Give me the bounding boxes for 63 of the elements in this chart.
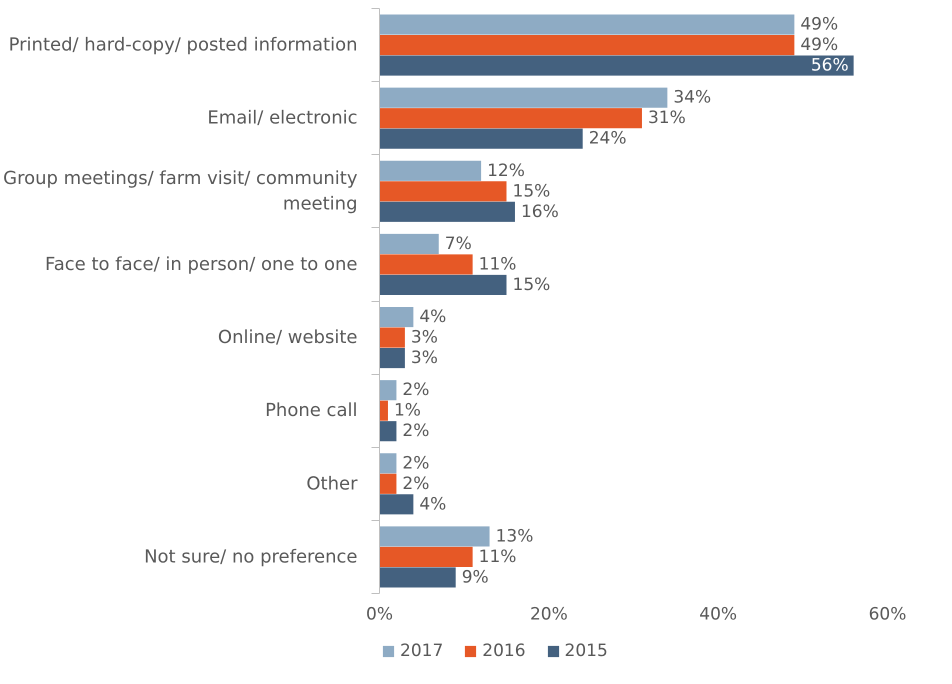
data-label: 49% bbox=[800, 14, 838, 35]
bar bbox=[380, 453, 396, 474]
bar bbox=[380, 274, 506, 295]
data-label: 2% bbox=[402, 380, 430, 400]
bar bbox=[380, 348, 405, 368]
x-tick-label: 20% bbox=[530, 604, 568, 624]
data-label: 13% bbox=[496, 526, 534, 546]
x-tick-label: 0% bbox=[366, 604, 393, 624]
y-tick-label: Group meetings/ farm visit/ community meeting bbox=[3, 168, 358, 214]
legend-label: 2016 bbox=[482, 641, 526, 661]
data-label: 31% bbox=[648, 108, 686, 128]
data-label: 4% bbox=[419, 494, 446, 514]
y-tick-label: Other bbox=[306, 473, 358, 494]
bar bbox=[380, 380, 396, 400]
bar bbox=[380, 567, 456, 588]
bar bbox=[380, 128, 583, 149]
bar bbox=[380, 421, 396, 442]
bar bbox=[380, 546, 473, 567]
bar bbox=[380, 307, 414, 328]
data-label: 24% bbox=[588, 128, 626, 149]
data-label: 11% bbox=[478, 254, 516, 274]
data-label: 3% bbox=[410, 328, 438, 348]
legend-label: 2015 bbox=[564, 641, 608, 661]
data-label: 2% bbox=[402, 453, 430, 474]
y-tick-label: Email/ electronic bbox=[207, 108, 358, 129]
x-tick-label: 60% bbox=[868, 604, 906, 624]
data-label: 3% bbox=[410, 348, 438, 368]
bar bbox=[380, 108, 642, 128]
data-label: 2% bbox=[402, 474, 430, 494]
bar bbox=[380, 14, 794, 35]
bar bbox=[380, 526, 490, 546]
bar bbox=[380, 88, 668, 108]
bar bbox=[380, 494, 414, 514]
y-tick-label: Printed/ hard-copy/ posted information bbox=[8, 34, 358, 56]
y-tick-label: Not sure/ no preference bbox=[144, 546, 358, 568]
data-label: 34% bbox=[673, 88, 712, 108]
y-tick-label: Phone call bbox=[265, 400, 358, 422]
bar bbox=[380, 400, 388, 421]
data-label: 4% bbox=[419, 307, 446, 328]
y-tick-label: Face to face/ in person/ one to one bbox=[45, 254, 358, 275]
data-label: 15% bbox=[512, 181, 550, 202]
bar bbox=[380, 56, 854, 76]
data-label: 49% bbox=[800, 35, 838, 56]
bar bbox=[380, 202, 515, 222]
bar bbox=[380, 35, 794, 56]
y-tick-label: Online/ website bbox=[218, 327, 358, 348]
bar bbox=[380, 181, 506, 202]
bar bbox=[380, 474, 396, 494]
bar bbox=[380, 234, 439, 254]
data-label: 9% bbox=[462, 567, 489, 588]
data-label: 1% bbox=[394, 400, 421, 421]
data-label: 2% bbox=[402, 421, 430, 442]
bar bbox=[380, 328, 405, 348]
bar bbox=[380, 160, 482, 181]
bar bbox=[380, 254, 473, 274]
data-label: 16% bbox=[520, 202, 559, 222]
data-label: 15% bbox=[512, 274, 550, 295]
data-label: 7% bbox=[444, 234, 472, 254]
data-label: 56% bbox=[810, 56, 849, 76]
x-tick-label: 40% bbox=[699, 604, 738, 624]
legend-label: 2017 bbox=[400, 641, 444, 661]
data-label: 11% bbox=[478, 546, 516, 567]
data-label: 12% bbox=[487, 160, 525, 181]
